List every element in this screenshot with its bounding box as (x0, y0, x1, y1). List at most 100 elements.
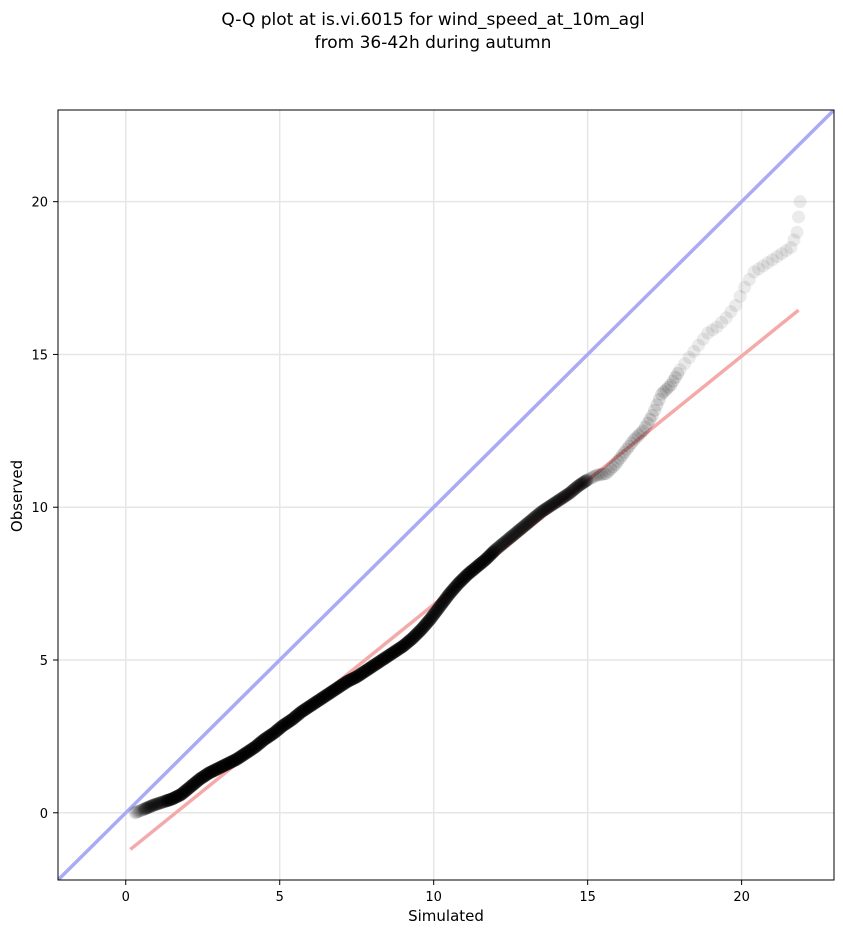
qq-point (562, 486, 576, 500)
qq-point (319, 688, 333, 702)
qq-point (224, 755, 238, 769)
qq-point (659, 383, 673, 397)
qq-point (484, 548, 498, 562)
qq-point (291, 707, 305, 721)
qq-point (296, 704, 310, 718)
qq-point (323, 686, 337, 700)
qq-point (131, 805, 145, 819)
qq-point (453, 575, 467, 589)
qq-point (219, 757, 233, 771)
qq-point (180, 783, 194, 797)
qq-point (288, 710, 302, 724)
qq-point (291, 708, 305, 722)
qq-point (320, 688, 334, 702)
qq-point (254, 736, 268, 749)
qq-point (340, 675, 354, 689)
qq-point (199, 768, 213, 782)
qq-point (437, 595, 451, 609)
qq-point (474, 556, 488, 570)
qq-point (548, 496, 562, 510)
qq-point (345, 672, 359, 686)
qq-point (673, 363, 687, 377)
qq-point (134, 804, 148, 818)
qq-point (250, 739, 264, 753)
qq-point (756, 259, 770, 273)
qq-point (329, 682, 343, 696)
qq-point (521, 516, 535, 530)
qq-point (775, 247, 789, 261)
qq-point (393, 641, 407, 655)
qq-point (398, 638, 412, 652)
qq-point (470, 560, 484, 574)
qq-point (237, 747, 251, 761)
qq-point (430, 603, 444, 617)
qq-point (348, 671, 362, 685)
qq-point (366, 659, 380, 673)
qq-point (504, 530, 518, 544)
qq-point (546, 497, 560, 511)
qq-point (334, 679, 348, 693)
qq-point (289, 710, 303, 724)
qq-point (245, 742, 259, 756)
qq-point (500, 533, 514, 547)
qq-point (576, 476, 590, 490)
qq-point (643, 412, 657, 426)
qq-point (279, 716, 293, 730)
qq-point (231, 752, 245, 766)
qq-point (302, 700, 316, 714)
qq-point (376, 652, 390, 666)
qq-point (219, 758, 233, 772)
qq-point (701, 326, 715, 340)
qq-point (134, 803, 148, 817)
qq-point (536, 504, 550, 518)
qq-point (313, 693, 327, 707)
qq-point (185, 778, 199, 792)
qq-point (370, 656, 384, 670)
qq-point (546, 497, 560, 511)
qq-point (305, 698, 319, 712)
qq-point (145, 799, 159, 813)
qq-point (166, 792, 180, 806)
qq-point (343, 673, 357, 687)
qq-point (425, 611, 439, 625)
qq-point (252, 737, 266, 751)
qq-point (462, 566, 476, 580)
qq-point (377, 651, 391, 665)
qq-point (397, 638, 411, 652)
qq-point (599, 467, 613, 481)
qq-point (338, 676, 352, 690)
qq-point (733, 289, 747, 303)
qq-point (522, 516, 536, 529)
qq-point (418, 618, 432, 632)
qq-point (499, 534, 513, 548)
qq-point (590, 468, 604, 482)
qq-point (715, 315, 729, 329)
qq-point (165, 792, 179, 806)
qq-point (424, 612, 438, 626)
qq-point (452, 576, 466, 590)
qq-point (512, 523, 526, 537)
qq-point (456, 572, 470, 586)
qq-point (367, 658, 381, 672)
qq-point (205, 765, 219, 779)
qq-point (524, 513, 538, 527)
qq-point (554, 492, 568, 506)
qq-point (337, 677, 351, 691)
qq-point (385, 647, 399, 661)
qq-point (282, 714, 296, 728)
qq-point (340, 674, 354, 688)
qq-point (341, 674, 355, 688)
qq-point (339, 676, 353, 690)
qq-point (295, 704, 309, 718)
qq-point (156, 795, 170, 809)
qq-point (525, 512, 539, 526)
qq-point (620, 442, 634, 456)
qq-point (316, 691, 330, 705)
qq-point (244, 743, 258, 757)
qq-point (361, 662, 375, 676)
qq-point (246, 741, 260, 755)
x-tick-label: 15 (579, 890, 596, 905)
qq-point (201, 767, 215, 781)
y-tick-label: 20 (31, 196, 48, 211)
qq-point (534, 505, 548, 519)
